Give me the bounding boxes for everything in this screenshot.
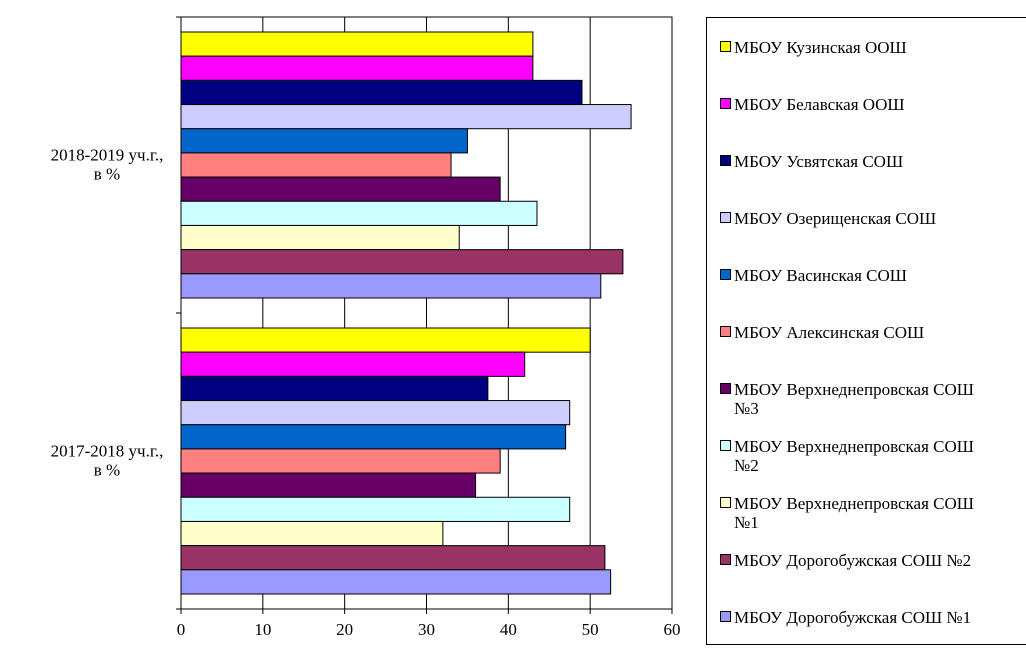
legend-item: МБОУ Верхнеднепровская СОШ №1 xyxy=(717,494,1026,532)
bar xyxy=(180,249,624,275)
bar xyxy=(180,55,534,81)
x-tick-label: 60 xyxy=(664,620,681,639)
x-tick-label: 10 xyxy=(254,620,271,639)
legend-label: МБОУ Алексинская СОШ xyxy=(734,323,925,342)
legend-item: МБОУ Васинская СОШ xyxy=(717,266,1026,285)
legend-item: МБОУ Верхнеднепровская СОШ №2 xyxy=(717,437,1026,475)
chart-legend: МБОУ Кузинская ООШ МБОУ Белавская ООШ МБОУ… xyxy=(706,17,1026,645)
bar xyxy=(180,224,460,251)
x-tick-label: 50 xyxy=(582,620,599,639)
x-tick-label: 30 xyxy=(418,620,435,639)
x-tick-label: 20 xyxy=(336,620,353,639)
bar xyxy=(180,200,538,226)
legend-label: МБОУ Верхнеднепровская СОШ №3 xyxy=(734,380,974,418)
x-tick-label: 0 xyxy=(177,620,186,639)
legend-label: МБОУ Кузинская ООШ xyxy=(734,38,907,57)
legend-label: МБОУ Верхнеднепровская СОШ №1 xyxy=(734,494,974,532)
legend-swatch xyxy=(720,497,731,508)
bar-chart: 2018-2019 уч.г., в % 2017-2018 уч.г., в % 0 1… xyxy=(51,16,681,639)
legend-item: МБОУ Алексинская СОШ xyxy=(717,323,1026,342)
legend-label: МБОУ Дорогобужская СОШ №1 xyxy=(734,608,972,627)
bar xyxy=(180,152,452,178)
bar xyxy=(180,351,526,377)
legend-item: МБОУ Дорогобужская СОШ №1 xyxy=(717,608,1026,627)
legend-label: МБОУ Верхнеднепровская СОШ №2 xyxy=(734,437,974,475)
legend-swatch xyxy=(720,326,731,337)
bar xyxy=(180,424,567,450)
legend-label: МБОУ Белавская ООШ xyxy=(734,95,905,114)
bar xyxy=(180,472,477,498)
legend-swatch xyxy=(720,212,731,223)
legend-item: МБОУ Озерищенская СОШ xyxy=(717,209,1026,228)
legend-label: МБОУ Озерищенская СОШ xyxy=(734,209,937,228)
legend-label: МБОУ Васинская СОШ xyxy=(734,266,907,285)
bar xyxy=(180,400,571,426)
bar xyxy=(180,176,501,202)
legend-item: МБОУ Белавская ООШ xyxy=(717,95,1026,114)
legend-swatch xyxy=(720,41,731,52)
category-label: 2017-2018 уч.г., в % xyxy=(51,442,164,480)
legend-swatch xyxy=(720,155,731,166)
legend-label: МБОУ Усвятская СОШ xyxy=(734,152,904,171)
legend-item: МБОУ Усвятская СОШ xyxy=(717,152,1026,171)
bar xyxy=(180,496,571,522)
bar xyxy=(180,104,632,130)
legend-item: МБОУ Дорогобужская СОШ №2 xyxy=(717,551,1026,570)
legend-swatch xyxy=(720,98,731,109)
legend-item: МБОУ Кузинская ООШ xyxy=(717,38,1026,57)
legend-swatch xyxy=(720,269,731,280)
x-tick-label: 40 xyxy=(500,620,517,639)
legend-swatch xyxy=(720,383,731,394)
bar xyxy=(180,31,534,57)
legend-swatch xyxy=(720,440,731,451)
bar xyxy=(180,520,444,547)
bar xyxy=(180,79,583,106)
bar xyxy=(180,327,591,353)
legend-item: МБОУ Верхнеднепровская СОШ №3 xyxy=(717,380,1026,418)
category-label: 2018-2019 уч.г., в % xyxy=(51,146,164,184)
bar xyxy=(180,545,606,571)
bar xyxy=(180,273,602,299)
bar xyxy=(180,128,468,154)
bar xyxy=(180,375,489,402)
legend-swatch xyxy=(720,611,731,622)
legend-swatch xyxy=(720,554,731,565)
legend-label: МБОУ Дорогобужская СОШ №2 xyxy=(734,551,972,570)
bar xyxy=(180,448,501,474)
bar xyxy=(180,569,612,595)
